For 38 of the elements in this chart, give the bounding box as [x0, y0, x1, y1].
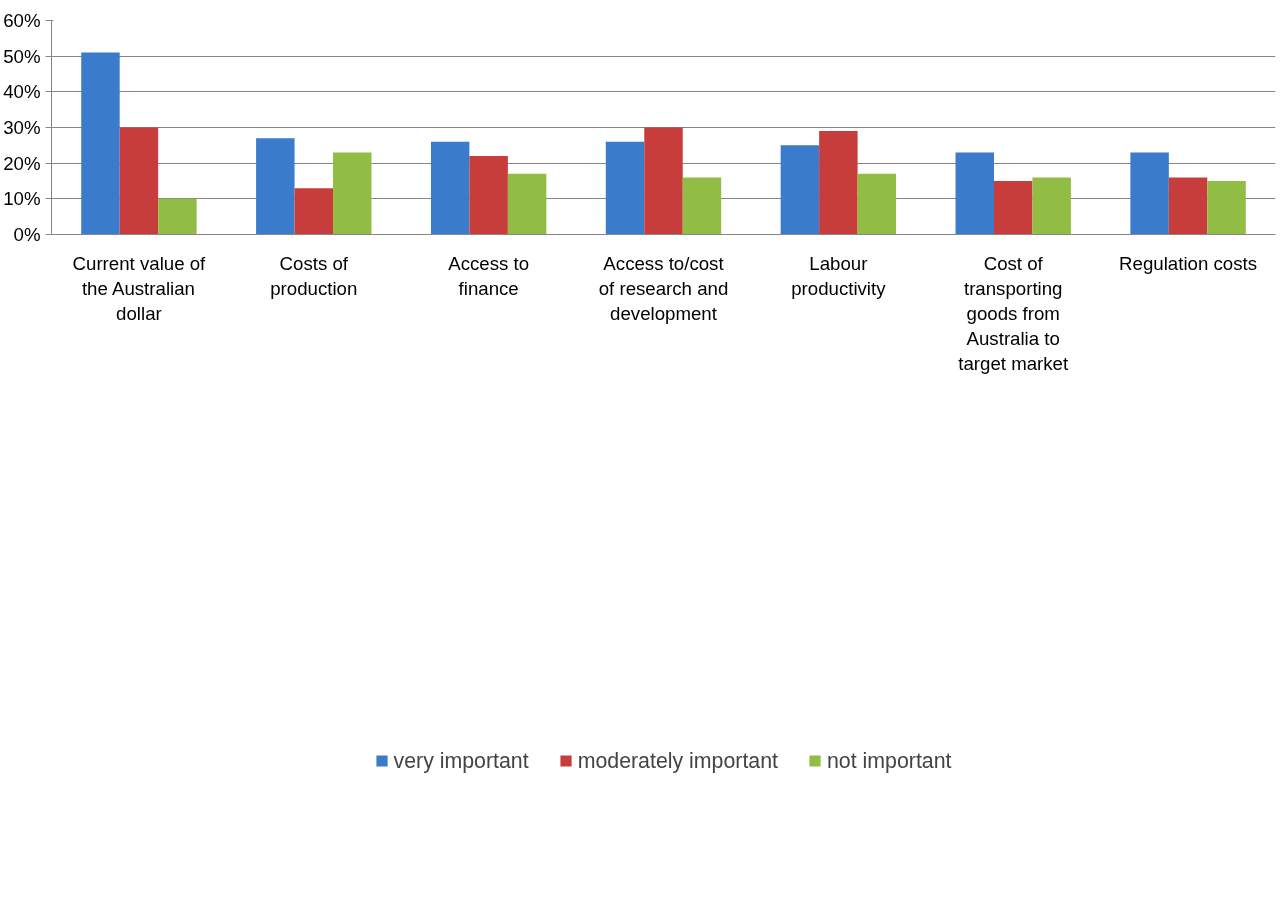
- bar: [507, 173, 547, 235]
- x-tick-label: Regulation costs: [1119, 252, 1258, 274]
- bar: [333, 152, 372, 235]
- x-tick-label: Current value of the Australian dollar: [72, 252, 207, 324]
- bar: [780, 145, 820, 235]
- bar: [158, 198, 197, 235]
- legend-label: not important: [826, 748, 952, 774]
- y-tick-label: 60%: [3, 10, 41, 31]
- y-tick-label: 0%: [13, 224, 41, 245]
- bar: [119, 127, 159, 235]
- bar: [857, 173, 897, 235]
- y-tick-label: 50%: [3, 45, 41, 67]
- bar: [644, 127, 683, 235]
- legend-label: moderately important: [577, 748, 778, 774]
- x-tick-label: Access to finance: [448, 252, 530, 299]
- y-tick-label: 10%: [3, 188, 41, 210]
- bar: [955, 152, 994, 235]
- x-tick-label: Labour productivity: [791, 252, 887, 299]
- bar: [819, 131, 858, 235]
- bar: [1130, 152, 1169, 235]
- x-tick-label: Access to/cost of research and development: [598, 252, 729, 324]
- bar: [1032, 177, 1071, 235]
- bar: [605, 141, 645, 235]
- y-tick-label: 30%: [3, 117, 41, 138]
- bar: [1168, 177, 1208, 235]
- bar: [81, 52, 120, 235]
- x-tick-label: Cost of transporting goods from Australia to target market: [958, 252, 1069, 375]
- x-tick-label: Costs of production: [270, 252, 358, 299]
- bar: [256, 138, 295, 235]
- y-tick-label: 40%: [3, 81, 41, 103]
- y-tick-label: 20%: [3, 152, 41, 174]
- bar: [682, 177, 722, 235]
- bar: [294, 188, 334, 235]
- legend-label: very important: [393, 748, 529, 774]
- bar: [430, 141, 470, 235]
- bar: [469, 156, 508, 235]
- bar: [1207, 181, 1246, 235]
- bar: [993, 181, 1033, 235]
